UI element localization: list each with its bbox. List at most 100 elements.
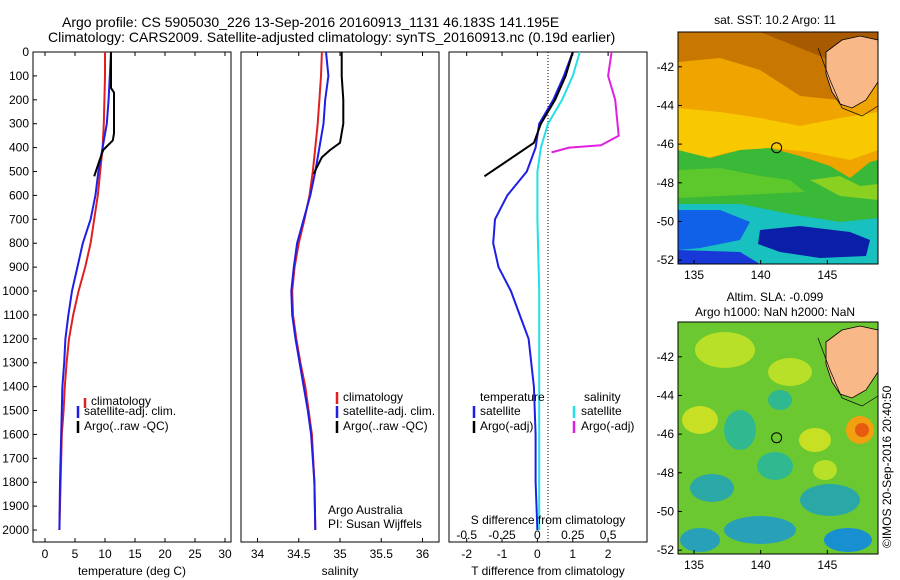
- sla-map-title: Altim. SLA: -0.099: [727, 290, 824, 304]
- x-tick-label: 2: [605, 547, 612, 561]
- legend-label-argo: Argo(..raw -QC): [343, 419, 428, 433]
- lon-tick-label: 145: [817, 268, 837, 282]
- y-tick-label: 200: [9, 93, 29, 107]
- sla-longitude-tick-labels: 135 140 145: [684, 550, 838, 572]
- y-tick-label: 1800: [2, 475, 29, 489]
- salinity-xlabel: salinity: [322, 564, 359, 578]
- x-tick-label: 15: [128, 547, 142, 561]
- legend-label-s-satellite: satellite: [581, 404, 622, 418]
- s-difference-tick-labels: -0.5 -0.25 0 0.25 0.5: [456, 528, 616, 542]
- sla-map-subtitle: Argo h1000: NaN h2000: NaN: [695, 305, 855, 319]
- x-tick-label: 20: [158, 547, 172, 561]
- series-line-climatology: [58, 52, 106, 531]
- salinity-series: [290, 51, 345, 531]
- s-difference-xlabel: S difference from climatology: [471, 513, 626, 527]
- s-tick-label: 0.25: [561, 528, 585, 542]
- x-tick-label: 35: [333, 547, 347, 561]
- legend-label-t-argo: Argo(-adj): [480, 419, 533, 433]
- lat-tick-label: -42: [657, 60, 675, 74]
- legend-label-satellite: satellite-adj. clim.: [343, 404, 435, 418]
- y-tick-label: 400: [9, 141, 29, 155]
- legend-label-satellite: satellite-adj. clim.: [84, 404, 176, 418]
- x-tick-label: 34: [251, 547, 265, 561]
- legend-label-argo: Argo(..raw -QC): [84, 419, 169, 433]
- lat-tick-label: -44: [657, 388, 675, 402]
- x-tick-label: -1: [497, 547, 508, 561]
- x-tick-label: 35.5: [370, 547, 394, 561]
- y-tick-label: 1700: [2, 451, 29, 465]
- sst-longitude-tick-labels: 135 140 145: [684, 260, 838, 282]
- argo-position-marker: [771, 432, 783, 444]
- legend-label-t-satellite: satellite: [480, 404, 521, 418]
- sst-map-frame: [677, 31, 879, 265]
- x-tick-label: 36: [416, 547, 430, 561]
- s-tick-label: 0.5: [600, 528, 617, 542]
- difference-series: [483, 51, 620, 531]
- x-tick-label: -2: [461, 547, 472, 561]
- y-tick-label: 1000: [2, 284, 29, 298]
- sst-latitude-tick-labels: -42 -44 -46 -48 -50 -52: [657, 60, 682, 267]
- y-tick-label: 0: [22, 45, 29, 59]
- y-tick-label: 2000: [2, 523, 29, 537]
- x-tick-label: 10: [98, 547, 112, 561]
- s-tick-label: 0: [534, 528, 541, 542]
- header-line2: Climatology: CARS2009. Satellite-adjuste…: [48, 29, 615, 45]
- difference-panel: -2 -1 0 1 2 -0.5 -0.25 0 0.25 0.5 S difference f…: [448, 51, 648, 578]
- series-line-argo-raw-qc-: [93, 52, 115, 177]
- y-tick-label: 100: [9, 69, 29, 83]
- sla-map-frame: [677, 321, 879, 555]
- lon-tick-label: 135: [684, 558, 704, 572]
- y-tick-label: 1600: [2, 427, 29, 441]
- tasmania-landmass: [825, 35, 879, 109]
- lat-tick-label: -52: [657, 253, 675, 267]
- lon-tick-label: 145: [817, 558, 837, 572]
- series-line-t-argo-adj-: [483, 51, 574, 178]
- y-tick-label: 900: [9, 260, 29, 274]
- s-tick-label: -0.25: [488, 528, 516, 542]
- lat-tick-label: -46: [657, 137, 675, 151]
- y-tick-label: 300: [9, 117, 29, 131]
- temperature-xlabel: temperature (deg C): [78, 564, 186, 578]
- series-line-satellite-adj-clim-: [58, 51, 112, 531]
- temperature-panel: 0100200300400500600700800900100011001200…: [2, 45, 232, 578]
- tasmania-landmass: [825, 325, 879, 399]
- x-tick-label: 0: [534, 547, 541, 561]
- sla-map: Altim. SLA: -0.099 Argo h1000: NaN h2000…: [657, 290, 879, 572]
- series-line-s-argo-adj-: [551, 51, 620, 154]
- x-tick-label: 1: [569, 547, 576, 561]
- s-tick-label: -0.5: [456, 528, 477, 542]
- x-tick-label: 0: [42, 547, 49, 561]
- legend-header-temperature: temperature: [480, 390, 545, 404]
- temperature-tick-labels: 0 5 10 15 20 25 30: [42, 52, 232, 561]
- lat-tick-label: -44: [657, 98, 675, 112]
- lat-tick-label: -52: [657, 543, 675, 557]
- y-tick-label: 1400: [2, 380, 29, 394]
- y-tick-label: 800: [9, 236, 29, 250]
- sst-field: [678, 32, 878, 264]
- y-tick-label: 1900: [2, 499, 29, 513]
- x-tick-label: 25: [188, 547, 202, 561]
- y-tick-label: 1100: [3, 308, 29, 322]
- imos-watermark: ©IMOS 20-Sep-2016 20:40:50: [880, 385, 894, 548]
- x-tick-label: 5: [72, 547, 79, 561]
- salinity-tick-labels: 34 34.5 35 35.5 36: [251, 52, 430, 561]
- series-line-satellite-adj-clim-: [290, 51, 330, 531]
- legend-header-salinity: salinity: [584, 390, 621, 404]
- shelf-contour: [817, 47, 879, 117]
- lon-tick-label: 140: [751, 558, 771, 572]
- sst-map: sat. SST: 10.2 Argo: 11 -42-44-46-48-50-…: [657, 13, 879, 282]
- x-tick-label: 30: [218, 547, 232, 561]
- temperature-axes-frame: [32, 51, 232, 543]
- header-line1: Argo profile: CS 5905030_226 13-Sep-2016…: [62, 14, 559, 30]
- sla-latitude-tick-labels: -42 -44 -46 -48 -50 -52: [657, 350, 682, 557]
- sst-map-title: sat. SST: 10.2 Argo: 11: [714, 13, 836, 27]
- legend-label-climatology: climatology: [91, 394, 151, 408]
- y-tick-label: 500: [9, 165, 29, 179]
- legend-label-climatology: climatology: [343, 390, 403, 404]
- argo-position-marker: [771, 142, 783, 154]
- y-tick-label: 600: [9, 188, 29, 202]
- temperature-legend: climatology satellite-adj. clim. Argo(..…: [76, 394, 176, 433]
- salinity-panel: 34 34.5 35 35.5 36 salinity climatology sate…: [240, 51, 440, 578]
- pi-credit: PI: Susan Wijffels: [328, 517, 422, 531]
